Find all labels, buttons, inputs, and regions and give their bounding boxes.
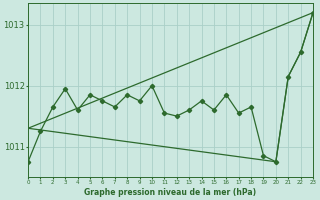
X-axis label: Graphe pression niveau de la mer (hPa): Graphe pression niveau de la mer (hPa): [84, 188, 257, 197]
